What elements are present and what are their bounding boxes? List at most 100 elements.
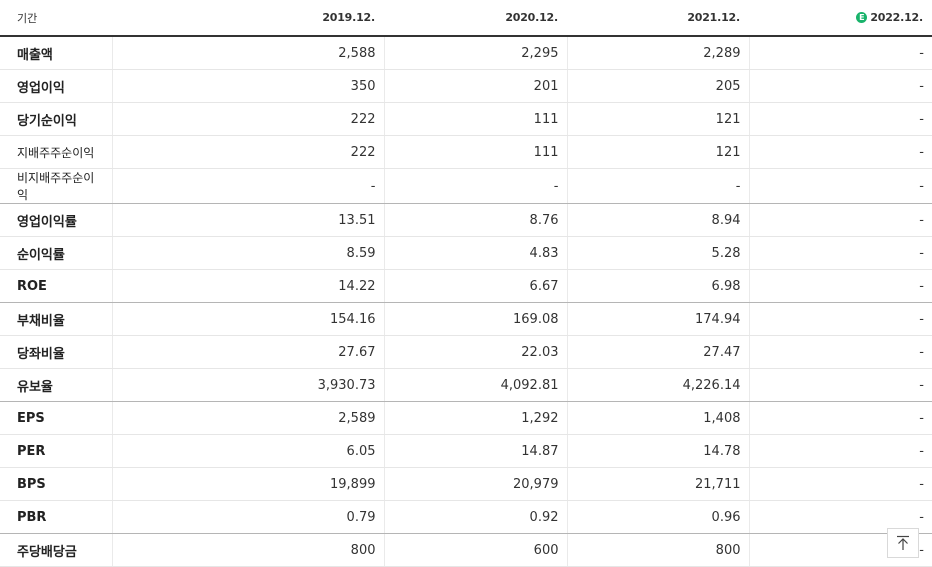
cell-value: 22.03 [383,335,567,369]
cell-value: - [748,69,932,103]
row-label: 비지배주주순이익 [0,168,112,204]
cell-value: - [566,168,749,204]
row-label: PBR [0,500,112,534]
period-2022-estimate: E 2022.12. [749,0,932,37]
cell-value: - [383,168,567,204]
cell-value: 8.94 [566,203,749,237]
cell-value: 4,092.81 [383,368,567,402]
table-row: 비지배주주순이익 - - - - [0,168,932,204]
cell-value: 350 [111,69,384,103]
table-row: 순이익률 8.59 4.83 5.28 - [0,236,932,270]
row-label: 당기순이익 [0,102,112,136]
row-label: 매출액 [0,36,112,70]
cell-value: 2,588 [111,36,384,70]
row-label: BPS [0,467,112,501]
table-body: 매출액 2,588 2,295 2,289 - 영업이익 350 201 205… [0,36,932,567]
cell-value: - [748,401,932,435]
cell-value: 4,226.14 [566,368,749,402]
period-2021: 2021.12. [567,0,749,37]
row-label: 유보율 [0,368,112,402]
cell-value: 800 [111,533,384,567]
cell-value: 8.59 [111,236,384,270]
cell-value: 1,292 [383,401,567,435]
cell-value: 14.78 [566,434,749,468]
cell-value: 800 [566,533,749,567]
cell-value: 2,589 [111,401,384,435]
cell-value: 121 [566,135,749,169]
cell-value: - [748,236,932,270]
table-row: 지배주주순이익 222 111 121 - [0,135,932,169]
cell-value: 2,295 [383,36,567,70]
row-label: 지배주주순이익 [0,135,112,169]
period-2022-label: 2022.12. [870,11,923,24]
table-row: 유보율 3,930.73 4,092.81 4,226.14 - [0,368,932,402]
row-label: 순이익률 [0,236,112,270]
table-row: 영업이익 350 201 205 - [0,69,932,103]
cell-value: - [748,168,932,204]
cell-value: 2,289 [566,36,749,70]
cell-value: - [111,168,384,204]
cell-value: - [748,36,932,70]
table-row: EPS 2,589 1,292 1,408 - [0,401,932,435]
cell-value: 0.92 [383,500,567,534]
cell-value: - [748,434,932,468]
cell-value: 600 [383,533,567,567]
cell-value: 14.22 [111,269,384,303]
cell-value: 0.96 [566,500,749,534]
cell-value: 8.76 [383,203,567,237]
row-label: 영업이익 [0,69,112,103]
cell-value: 3,930.73 [111,368,384,402]
cell-value: 19,899 [111,467,384,501]
cell-value: 0.79 [111,500,384,534]
cell-value: - [748,368,932,402]
cell-value: 6.05 [111,434,384,468]
row-label: EPS [0,401,112,435]
table-row: BPS 19,899 20,979 21,711 - [0,467,932,501]
cell-value: 121 [566,102,749,136]
cell-value: - [748,302,932,336]
cell-value: 111 [383,102,567,136]
row-label: ROE [0,269,112,303]
row-label: 영업이익률 [0,203,112,237]
table-header: 기간 2019.12. 2020.12. 2021.12. E 2022.12. [0,0,932,37]
table-row: 매출액 2,588 2,295 2,289 - [0,36,932,70]
table-row: 부채비율 154.16 169.08 174.94 - [0,302,932,336]
cell-value: 14.87 [383,434,567,468]
cell-value: 27.47 [566,335,749,369]
table-row: 주당배당금 800 600 800 - [0,533,932,567]
cell-value: 13.51 [111,203,384,237]
cell-value: - [748,335,932,369]
cell-value: - [748,102,932,136]
cell-value: 5.28 [566,236,749,270]
cell-value: - [748,203,932,237]
cell-value: 174.94 [566,302,749,336]
scroll-to-top-button[interactable] [887,528,919,558]
header-row: 기간 2019.12. 2020.12. 2021.12. E 2022.12. [0,0,932,37]
row-label: 당좌비율 [0,335,112,369]
cell-value: 6.98 [566,269,749,303]
table-row: ROE 14.22 6.67 6.98 - [0,269,932,303]
row-label: PER [0,434,112,468]
arrow-up-to-top-icon [897,535,909,550]
cell-value: 4.83 [383,236,567,270]
period-2020: 2020.12. [384,0,567,37]
table-row: PBR 0.79 0.92 0.96 - [0,500,932,534]
period-2019: 2019.12. [112,0,384,37]
cell-value: 205 [566,69,749,103]
cell-value: - [748,269,932,303]
cell-value: 27.67 [111,335,384,369]
cell-value: 169.08 [383,302,567,336]
estimate-badge-icon: E [856,12,868,23]
cell-value: 201 [383,69,567,103]
cell-value: 111 [383,135,567,169]
cell-value: 154.16 [111,302,384,336]
row-label: 주당배당금 [0,533,112,567]
cell-value: 6.67 [383,269,567,303]
period-header-label: 기간 [0,0,112,37]
cell-value: - [748,467,932,501]
table-row: 영업이익률 13.51 8.76 8.94 - [0,203,932,237]
table-row: 당좌비율 27.67 22.03 27.47 - [0,335,932,369]
cell-value: 222 [111,102,384,136]
cell-value: - [748,135,932,169]
